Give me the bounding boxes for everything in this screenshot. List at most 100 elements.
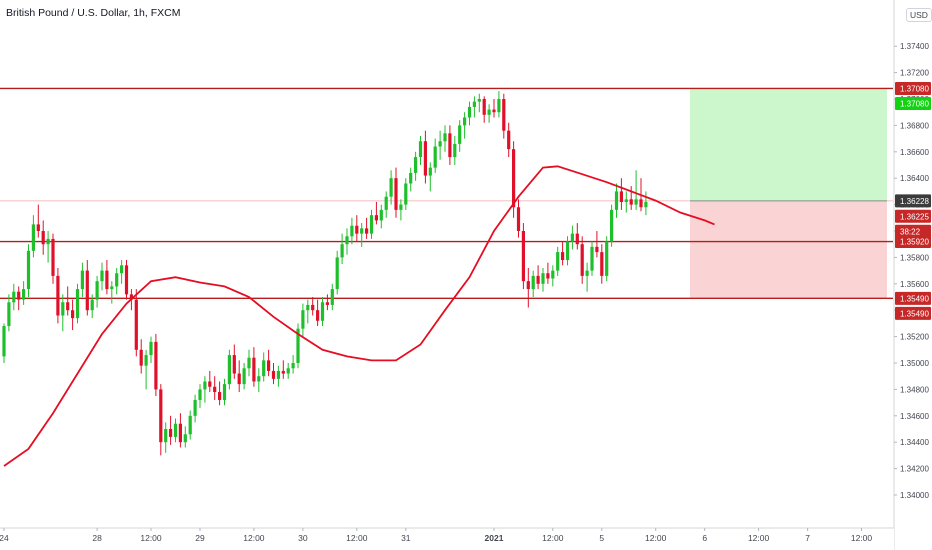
candle-body — [61, 302, 65, 316]
candle-body — [472, 101, 476, 107]
candle-body — [7, 302, 11, 327]
price-tag-label: 1.37080 — [900, 99, 929, 108]
price-tick-label: 1.35800 — [900, 253, 929, 262]
candle-body — [105, 270, 109, 290]
candle-body — [369, 215, 374, 234]
candle-body — [595, 246, 599, 253]
candle-body — [325, 302, 329, 305]
time-tick-label: 24 — [0, 533, 9, 543]
price-tick-label: 1.37400 — [900, 42, 929, 51]
candle-body — [291, 363, 295, 369]
candle-body — [575, 233, 579, 245]
candle-body — [208, 381, 212, 387]
candle-body — [541, 273, 545, 284]
time-tick-label: 7 — [805, 533, 810, 543]
candle-body — [271, 370, 276, 379]
candle-body — [556, 252, 560, 271]
candle-body — [85, 270, 89, 311]
price-tag-label: 1.35490 — [900, 294, 929, 303]
candle-body — [193, 399, 197, 416]
candle-body — [374, 215, 378, 221]
time-tick-label: 31 — [401, 533, 411, 543]
candle-body — [497, 99, 501, 113]
candle-body — [90, 299, 94, 311]
candle-body — [311, 304, 315, 311]
candle-body — [46, 238, 50, 245]
candle-body — [521, 231, 525, 282]
price-tag-label: 1.35920 — [900, 238, 929, 247]
candle-body — [487, 109, 491, 115]
candle-body — [17, 291, 21, 300]
candle-body — [639, 199, 643, 208]
candle-body — [345, 236, 349, 245]
time-tick-label: 5 — [599, 533, 604, 543]
candle-body — [139, 349, 143, 366]
candle-body — [443, 133, 447, 142]
candle-body — [355, 225, 359, 234]
price-tick-label: 1.34600 — [900, 412, 929, 421]
candle-body — [335, 257, 339, 290]
price-tick-label: 1.34000 — [900, 491, 929, 500]
candle-body — [570, 233, 574, 242]
candle-body — [306, 304, 310, 311]
time-tick-label: 12:00 — [851, 533, 873, 543]
chart-title: British Pound / U.S. Dollar, 1h, FXCM — [6, 7, 181, 19]
time-tick-label: 12:00 — [748, 533, 770, 543]
candle-body — [227, 355, 231, 385]
candle-body — [154, 341, 158, 390]
candle-body — [26, 250, 31, 290]
candle-body — [624, 199, 628, 202]
candle-body — [301, 310, 305, 329]
candle-body — [169, 429, 173, 437]
candle-body — [438, 141, 442, 147]
candle-body — [95, 281, 99, 300]
candle-body — [267, 360, 271, 371]
candle-body — [404, 183, 408, 205]
candle-body — [629, 199, 633, 205]
candle-body — [159, 389, 163, 443]
candle-body — [340, 244, 344, 258]
price-tick-label: 1.35000 — [900, 359, 929, 368]
candle-body — [257, 376, 261, 382]
candle-body — [482, 99, 486, 115]
candle-body — [56, 275, 60, 316]
candle-body — [600, 252, 604, 276]
candle-body — [144, 355, 148, 366]
time-tick-label: 12:00 — [645, 533, 667, 543]
candle-body — [276, 370, 280, 379]
candle-body — [203, 381, 207, 390]
stop-zone — [690, 200, 887, 299]
candle-body — [433, 146, 437, 168]
price-tag-label: 1.35490 — [900, 309, 929, 318]
candle-body — [36, 224, 40, 231]
candle-body — [467, 106, 472, 118]
candle-body — [463, 117, 467, 126]
price-tag — [895, 209, 931, 223]
currency-badge[interactable]: USD — [906, 8, 932, 22]
candle-body — [178, 423, 182, 443]
candle-body — [252, 357, 256, 382]
candle-body — [80, 270, 84, 290]
candle-body — [605, 241, 609, 276]
price-tag — [895, 194, 931, 208]
candle-body — [242, 368, 246, 385]
candle-body — [610, 209, 614, 242]
time-tick-label: 2021 — [485, 533, 504, 543]
candle-body — [71, 310, 75, 319]
moving-average-line — [3, 165, 715, 467]
candle-body — [414, 157, 418, 173]
candle-body — [115, 273, 119, 287]
candle-body — [634, 199, 638, 205]
candle-body — [320, 302, 325, 321]
price-tick-label: 1.36800 — [900, 121, 929, 130]
price-tag — [895, 96, 931, 110]
candle-body — [129, 294, 133, 300]
candle-body — [213, 386, 217, 393]
price-tick-label: 1.34800 — [900, 385, 929, 394]
price-tag-label: 1.36228 — [900, 197, 929, 206]
candle-body — [281, 370, 285, 374]
candle-body — [232, 355, 236, 374]
candle-body — [580, 244, 584, 276]
